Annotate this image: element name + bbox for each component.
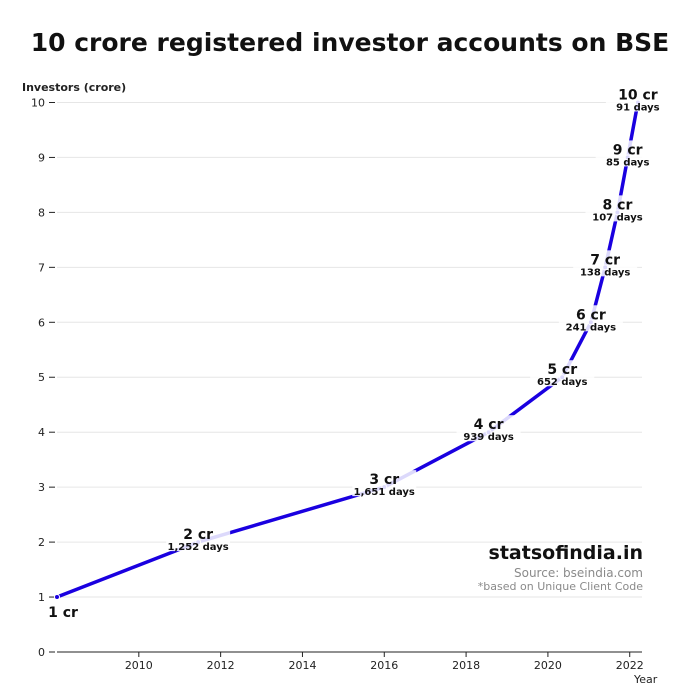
series-line-layer (54, 99, 641, 601)
x-tick-label: 2012 (207, 659, 235, 672)
chart-title: 10 crore registered investor accounts on… (30, 28, 670, 57)
y-tick-label: 2 (38, 536, 45, 549)
milestone-annotation: 3 cr1,651 days (352, 470, 417, 498)
y-tick-label: 3 (38, 481, 45, 494)
milestone-label: 8 cr (603, 197, 633, 213)
milestone-days: 241 days (566, 322, 616, 333)
x-tick-label: 2016 (370, 659, 398, 672)
label-background (456, 415, 521, 442)
milestone-days: 107 days (592, 212, 642, 223)
y-tick-label: 8 (38, 206, 45, 219)
milestone-label: 6 cr (576, 307, 606, 323)
axes: 0 1 2 3 4 5 6 7 8 9 10 2010 2012 2014 2016 2018 2020 2022 (31, 96, 644, 672)
x-tick-label: 2018 (452, 659, 480, 672)
milestone-label: 4 cr (474, 417, 504, 433)
milestone-days: 1,651 days (354, 487, 415, 498)
milestone-label: 7 cr (590, 252, 620, 268)
milestone-days: 1,252 days (168, 542, 229, 553)
y-tick-label: 7 (38, 261, 45, 274)
y-tick-label: 9 (38, 151, 45, 164)
footnote: *based on Unique Client Code (477, 580, 643, 593)
milestone-label: 9 cr (613, 142, 643, 158)
label-background (166, 525, 231, 552)
y-tick-label: 4 (38, 426, 45, 439)
milestone-annotation: 2 cr1,252 days (166, 525, 231, 553)
milestone-days: 939 days (463, 432, 513, 443)
milestone-label: 1 cr (48, 605, 78, 621)
milestone-days: 85 days (606, 157, 650, 168)
brand-site: statsofindia.in (488, 542, 643, 564)
data-point (54, 594, 60, 601)
x-tick-label: 2022 (616, 659, 644, 672)
series-line (55, 100, 640, 599)
y-tick-label: 6 (38, 316, 45, 329)
label-background (530, 360, 595, 387)
x-tick-label: 2020 (534, 659, 562, 672)
branding: statsofindia.in Source: bseindia.com *ba… (478, 542, 643, 593)
milestone-label: 5 cr (547, 362, 577, 378)
label-background (595, 140, 660, 167)
label-background (558, 305, 623, 332)
label-background (352, 470, 417, 497)
milestone-days: 138 days (580, 267, 630, 278)
y-tick-label: 1 (38, 591, 45, 604)
milestone-days: 652 days (537, 377, 587, 388)
milestone-labels: 1 cr 2 cr1,252 days 3 cr1,651 days 4 cr939 … (48, 85, 670, 621)
x-tick-label: 2014 (288, 659, 316, 672)
milestone-label: 2 cr (183, 527, 213, 543)
y-tick-label: 10 (31, 96, 45, 109)
x-tick-label: 2010 (125, 659, 153, 672)
gridlines (57, 101, 642, 598)
label-background (573, 250, 638, 277)
milestone-annotation: 1 cr (48, 605, 78, 621)
source-note: Source: bseindia.com (513, 566, 643, 580)
label-background (585, 195, 650, 222)
milestone-label: 3 cr (369, 472, 399, 488)
y-tick-label: 0 (38, 646, 45, 659)
y-axis-label: Investors (crore) (22, 81, 126, 94)
milestone-label: 10 cr (618, 87, 658, 103)
milestone-days: 91 days (616, 102, 660, 113)
label-background (605, 85, 670, 112)
x-axis-label: Year (633, 673, 658, 686)
y-tick-label: 5 (38, 371, 45, 384)
